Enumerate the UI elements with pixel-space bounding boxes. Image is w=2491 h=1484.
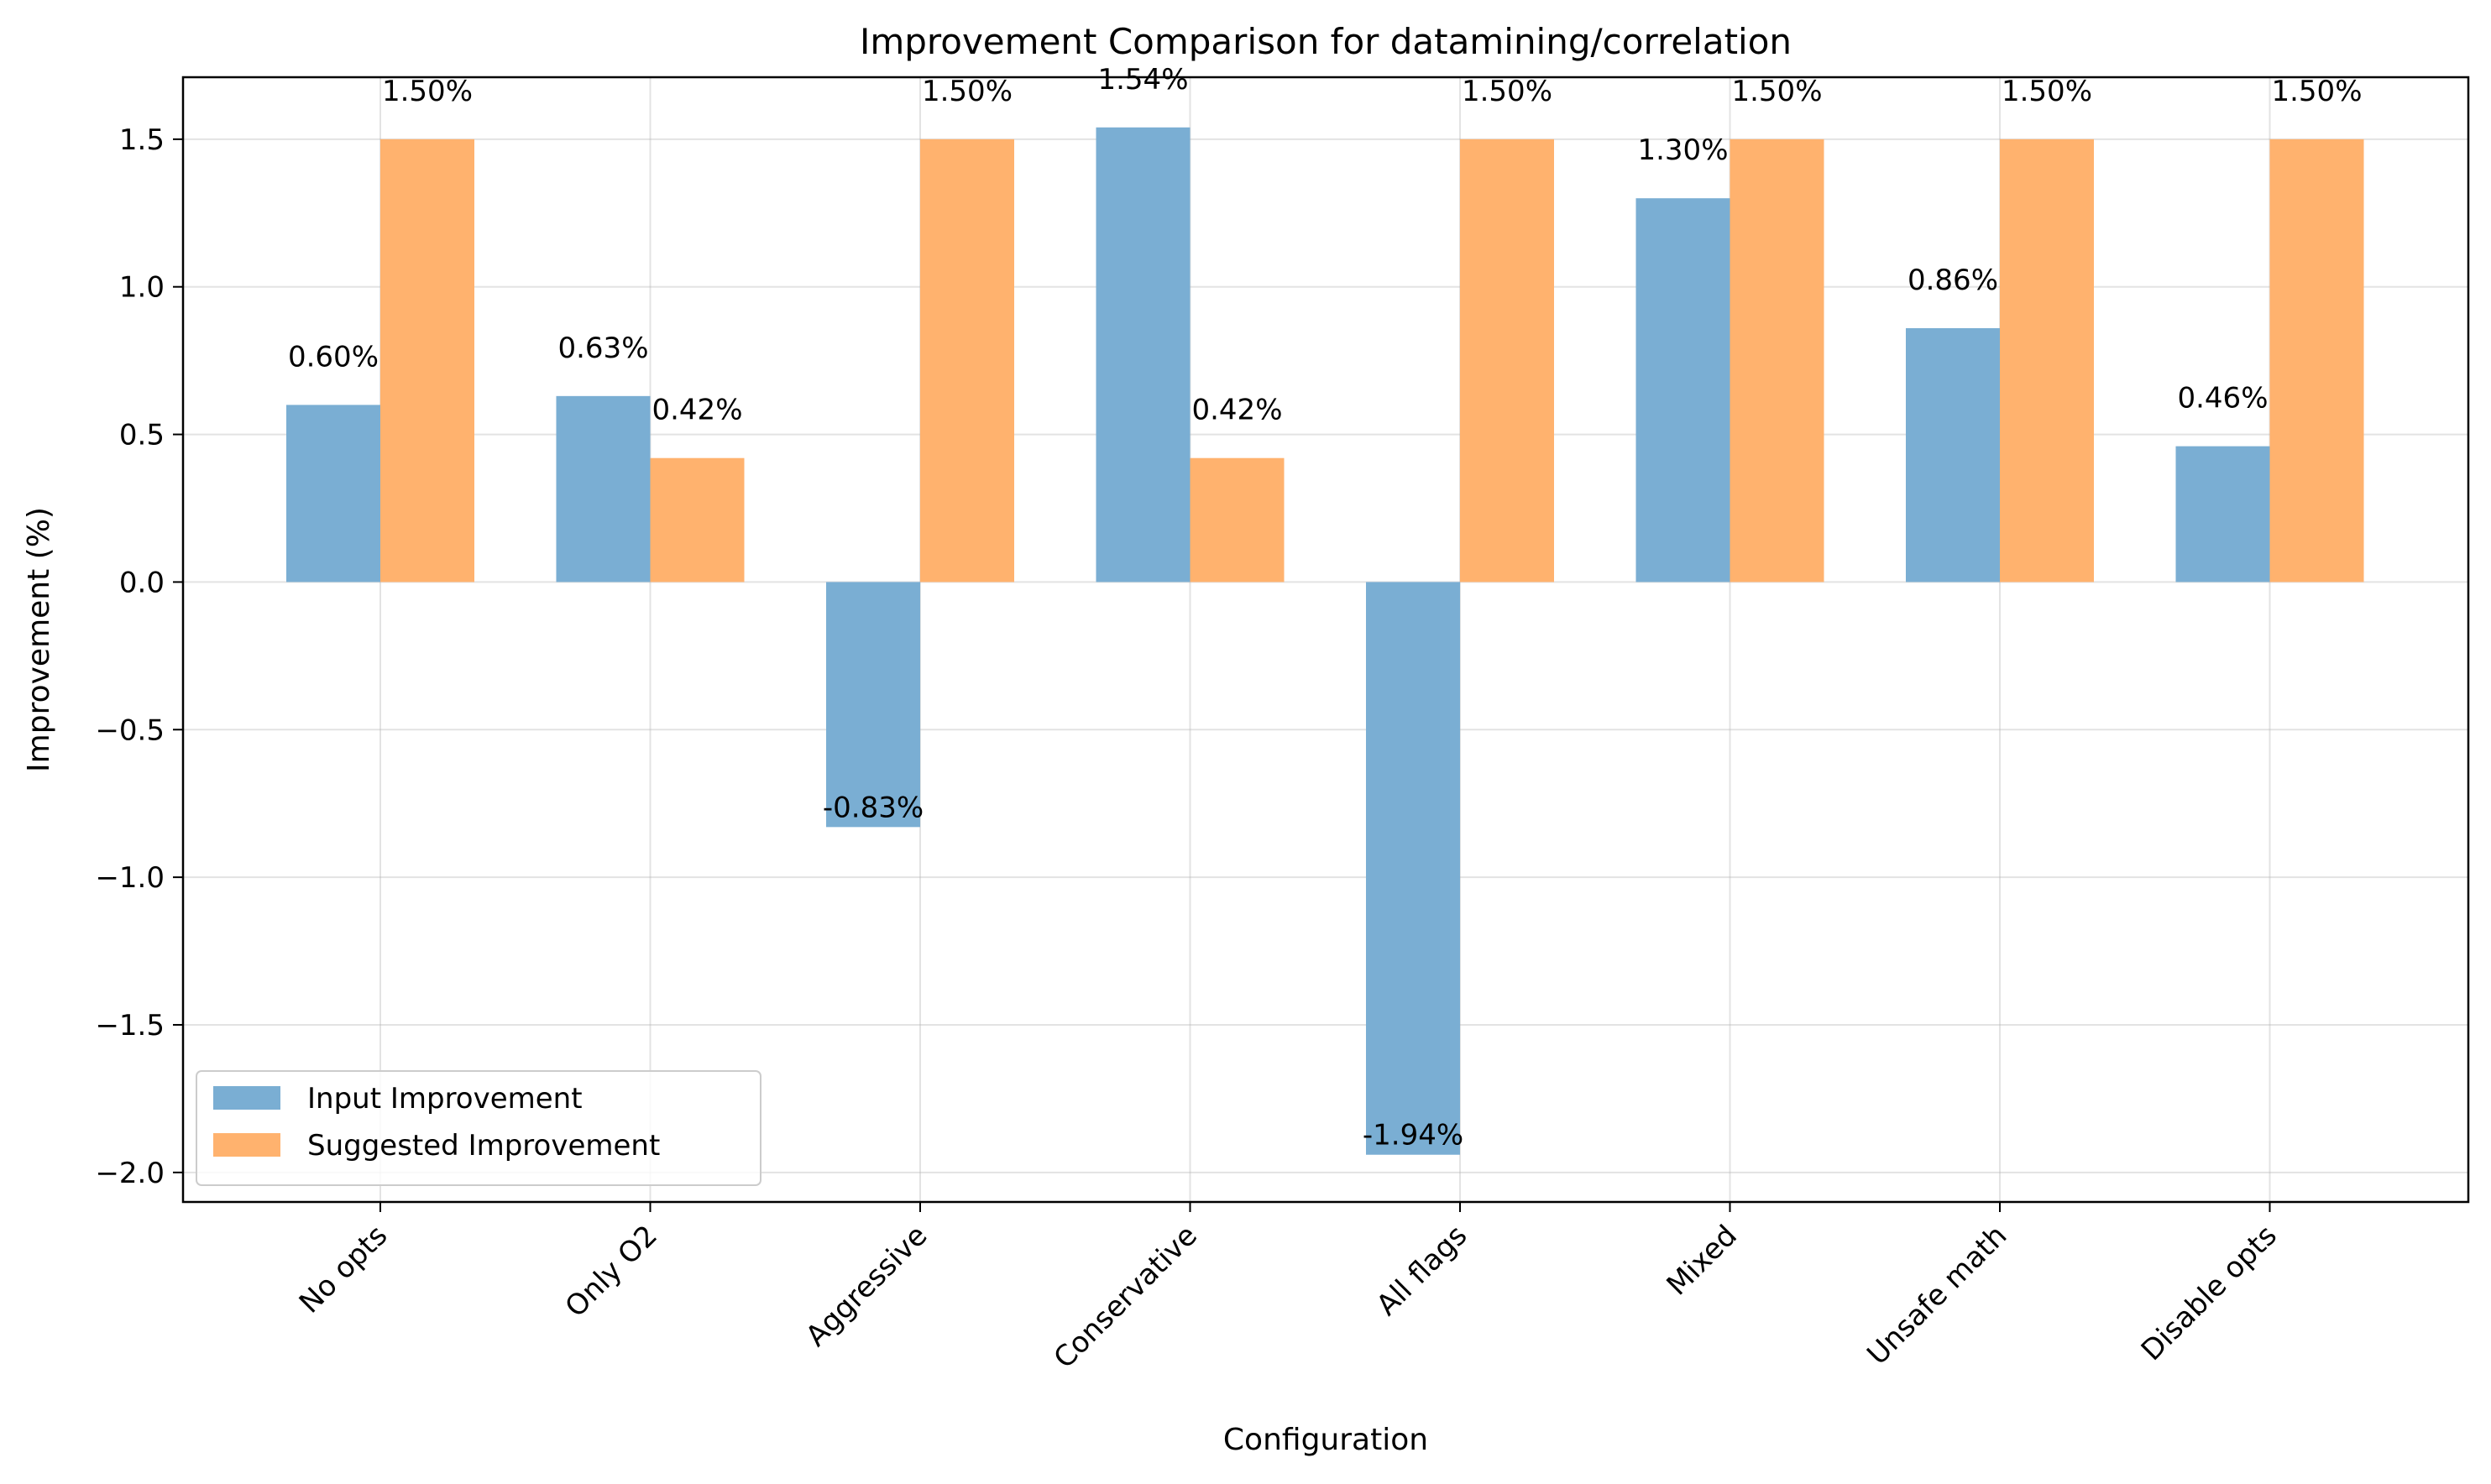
bars [286, 127, 2364, 1155]
y-tick-label: 1.0 [119, 271, 165, 305]
legend: Input Improvement Suggested Improvement [196, 1070, 761, 1186]
y-tick-label: −1.0 [95, 861, 165, 895]
bar-suggested-improvement-unsafe-math [2000, 138, 2094, 583]
bar-suggested-improvement-all-flags [1460, 138, 1554, 583]
data-label-input-improvement-no-opts: 0.60% [288, 340, 379, 374]
bar-suggested-improvement-conservative [1190, 457, 1285, 583]
bar-input-improvement-all-flags [1366, 582, 1460, 1155]
y-axis-title: Improvement (%) [22, 507, 56, 772]
data-label-suggested-improvement-no-opts: 1.50% [382, 75, 473, 108]
plot-area-frame [181, 76, 2470, 1204]
data-label-suggested-improvement-disable-opts: 1.50% [2271, 75, 2362, 108]
data-label-input-improvement-mixed: 1.30% [1637, 133, 1728, 167]
data-label-input-improvement-all-flags: -1.94% [1363, 1119, 1463, 1152]
bar-input-improvement-disable-opts [2175, 446, 2270, 583]
bar-input-improvement-only-o2 [556, 395, 651, 583]
data-labels: 0.60% 0.63% -0.83% 1.54% -1.94% 1.30% 0.86% 0.4… [288, 63, 2363, 1152]
data-label-suggested-improvement-only-o2: 0.42% [652, 394, 742, 427]
legend-label-suggested: Suggested Improvement [307, 1129, 660, 1163]
data-label-input-improvement-unsafe-math: 0.86% [1907, 264, 1998, 297]
bar-suggested-improvement-aggressive [920, 138, 1014, 583]
bar-suggested-improvement-mixed [1730, 138, 1824, 583]
bar-suggested-improvement-disable-opts [2269, 138, 2364, 583]
bar-suggested-improvement-only-o2 [650, 457, 745, 583]
y-tick-label: −2.0 [95, 1157, 165, 1190]
data-label-suggested-improvement-all-flags: 1.50% [1462, 75, 1552, 108]
legend-label-input: Input Improvement [307, 1082, 583, 1116]
data-label-input-improvement-aggressive: -0.83% [823, 791, 924, 824]
data-label-input-improvement-disable-opts: 0.46% [2177, 382, 2268, 415]
y-tick-label: 0.0 [119, 566, 165, 599]
data-label-input-improvement-only-o2: 0.63% [557, 332, 648, 365]
bar-input-improvement-unsafe-math [1906, 327, 2000, 583]
bar-input-improvement-conservative [1096, 127, 1191, 583]
bar-suggested-improvement-no-opts [380, 138, 474, 583]
data-label-suggested-improvement-conservative: 0.42% [1191, 394, 1282, 427]
bar-input-improvement-mixed [1635, 198, 1730, 583]
legend-swatch-suggested [213, 1133, 280, 1157]
x-axis-title: Configuration [1223, 1423, 1428, 1457]
data-label-suggested-improvement-unsafe-math: 1.50% [2002, 75, 2092, 108]
y-tick-label: −1.5 [95, 1009, 165, 1042]
data-label-suggested-improvement-aggressive: 1.50% [922, 75, 1013, 108]
data-label-suggested-improvement-mixed: 1.50% [1731, 75, 1822, 108]
legend-swatch-input [213, 1086, 280, 1110]
bar-input-improvement-no-opts [286, 405, 380, 583]
y-tick-label: −0.5 [95, 713, 165, 747]
y-tick-label: 1.5 [119, 123, 165, 157]
chart-title: Improvement Comparison for datamining/co… [860, 21, 1792, 62]
data-label-input-improvement-conservative: 1.54% [1097, 63, 1188, 97]
y-tick-label: 0.5 [119, 419, 165, 452]
legend-box [196, 1070, 761, 1186]
bar-input-improvement-aggressive [826, 582, 920, 828]
